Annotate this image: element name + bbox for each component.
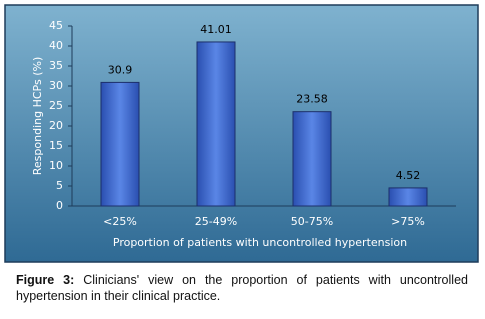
x-axis-label: Proportion of patients with uncontrolled…: [113, 236, 407, 249]
data-label: 4.52: [396, 169, 421, 182]
y-tick-label: 40: [49, 39, 63, 52]
bar: [100, 81, 140, 207]
y-tick-label: 35: [49, 59, 63, 72]
y-tick-label: 45: [49, 19, 63, 32]
y-tick-label: 15: [49, 139, 63, 152]
y-tick-label: 30: [49, 79, 63, 92]
bar: [388, 187, 428, 207]
data-label: 30.9: [108, 63, 133, 76]
data-label: 41.01: [200, 23, 232, 36]
bar: [196, 41, 236, 207]
x-tick-label: >75%: [391, 215, 425, 228]
data-label: 23.58: [296, 93, 328, 106]
y-axis-label: Responding HCPs (%): [31, 57, 44, 175]
chart-background: [4, 4, 479, 263]
caption: Figure 3: Clinicians' view on the propor…: [16, 272, 468, 304]
bar: [292, 111, 332, 207]
y-tick-label: 20: [49, 119, 63, 132]
caption-label: Figure 3:: [16, 273, 75, 287]
y-tick-label: 25: [49, 99, 63, 112]
x-tick-label: 25-49%: [195, 215, 237, 228]
caption-text: Clinicians' view on the proportion of pa…: [16, 273, 468, 303]
y-tick-label: 5: [56, 179, 63, 192]
x-tick-label: 50-75%: [291, 215, 333, 228]
y-tick-label: 0: [56, 199, 63, 212]
y-tick-label: 10: [49, 159, 63, 172]
chart: Proportion of patients with uncontrolled…: [4, 4, 479, 263]
x-tick-label: <25%: [103, 215, 137, 228]
